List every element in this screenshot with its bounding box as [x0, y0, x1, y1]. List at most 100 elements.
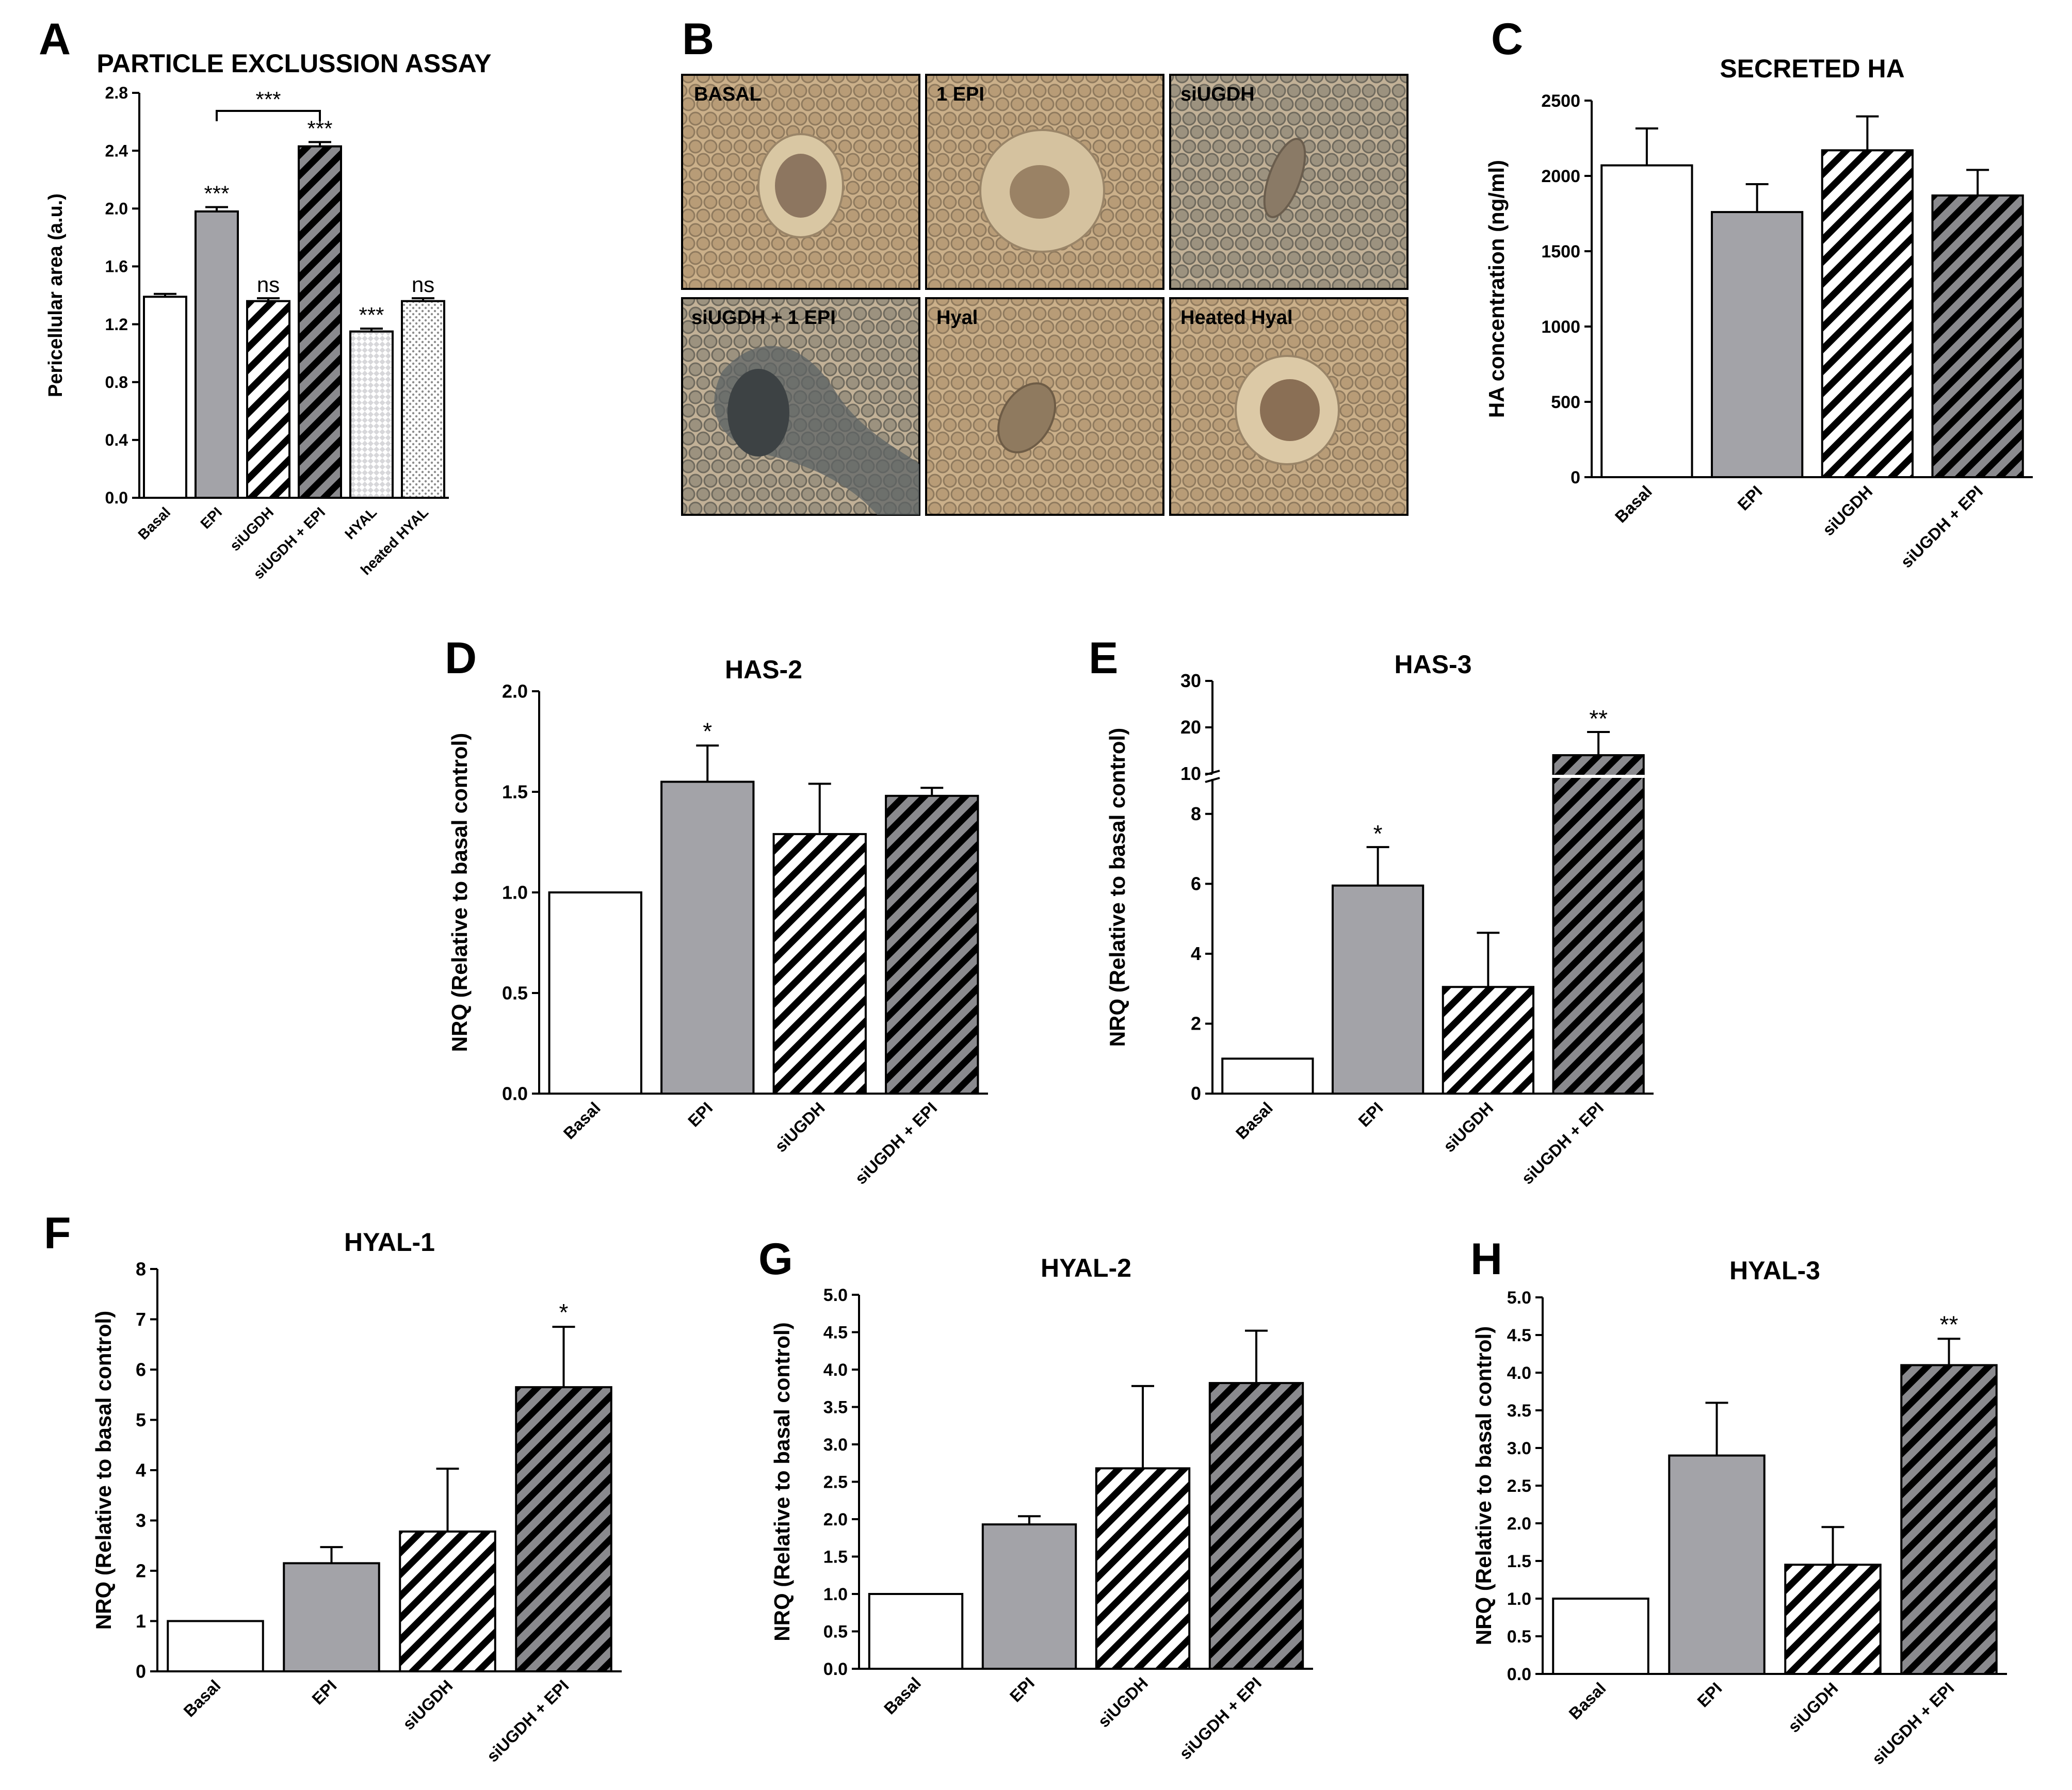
y-tick-label: 2.4 — [105, 141, 128, 160]
x-tick-label: EPI — [197, 504, 225, 532]
y-tick-label: 1 — [136, 1610, 146, 1632]
y-tick-label: 3.5 — [1507, 1401, 1531, 1421]
y-tick-label: 5 — [136, 1409, 146, 1430]
bar — [1710, 211, 1804, 478]
y-tick-label: 4.0 — [1507, 1363, 1531, 1383]
chart-has2: HAS-2 NRQ (Relative to basal control) 0.0 0… — [447, 655, 988, 1188]
bar — [298, 145, 342, 499]
y-tick-label: 1.5 — [502, 782, 528, 803]
chart-particle-exclusion: PARTICLE EXCLUSSION ASSAY Pericellular ar… — [45, 49, 491, 582]
significance-label: ** — [1589, 705, 1608, 732]
bar — [195, 210, 239, 499]
y-tick-label: 0 — [136, 1661, 146, 1682]
y-tick-label: 1.2 — [105, 315, 128, 334]
y-tick-label: 0.8 — [105, 373, 128, 392]
micrograph-basal: BASAL — [681, 74, 920, 290]
micrograph-heated-hyal: Heated Hyal — [1169, 297, 1409, 516]
x-tick-label: siUGDH — [1094, 1673, 1152, 1731]
bar — [1784, 1564, 1882, 1675]
micrograph-label: siUGDH + 1 EPI — [691, 307, 836, 329]
significance-label: *** — [359, 303, 384, 327]
x-tick-label: HYAL — [342, 504, 380, 542]
y-tick-label: 6 — [136, 1359, 146, 1380]
x-tick-label: EPI — [309, 1676, 341, 1708]
y-tick-label: 5.0 — [823, 1285, 848, 1305]
chart-title: HYAL-3 — [1729, 1256, 1820, 1285]
bar-break-gap — [1552, 775, 1645, 778]
panel-letter-c: C — [1491, 14, 1523, 64]
y-tick-label: 2.5 — [823, 1472, 848, 1492]
x-tick-label: siUGDH — [1785, 1679, 1842, 1736]
bar — [772, 833, 867, 1095]
x-tick-label: EPI — [1006, 1673, 1038, 1705]
y-axis-label: NRQ (Relative to basal control) — [1105, 728, 1129, 1047]
y-tick-label: 1.5 — [823, 1547, 848, 1567]
micrograph-1-epi: 1 EPI — [925, 74, 1164, 290]
y-tick-label: 10 — [1180, 763, 1201, 784]
y-tick-label: 1.0 — [823, 1585, 848, 1604]
chart-title: HAS-2 — [725, 655, 802, 684]
y-tick-label: 5.0 — [1507, 1288, 1531, 1308]
x-tick-label: Basal — [180, 1676, 224, 1720]
y-axis-label: HA concentration (ng/ml) — [1484, 160, 1509, 418]
x-tick-label: siUGDH + EPI — [1868, 1679, 1957, 1768]
panel-letter-a: A — [39, 14, 71, 64]
significance-label: *** — [204, 181, 229, 205]
bar — [868, 1593, 964, 1670]
y-tick-label: 2 — [136, 1560, 146, 1582]
x-tick-label: EPI — [1734, 482, 1766, 514]
y-tick-label: 0.5 — [823, 1622, 848, 1641]
micrograph-siugdh: siUGDH — [1169, 74, 1409, 290]
y-tick-label: 4.5 — [1507, 1326, 1531, 1345]
y-tick-label: 4.0 — [823, 1360, 848, 1380]
y-axis-label: Pericellular area (a.u.) — [45, 193, 67, 397]
bar — [1600, 164, 1693, 478]
y-tick-label: 2.0 — [502, 681, 528, 702]
bar — [246, 300, 290, 499]
chart-hyal3: HYAL-3 NRQ (Relative to basal control) 0.0… — [1471, 1256, 2007, 1768]
micrograph-hyal: Hyal — [925, 297, 1164, 516]
bar — [401, 300, 445, 499]
bar — [349, 330, 394, 499]
bar — [167, 1620, 264, 1672]
y-tick-label: 1000 — [1541, 317, 1580, 337]
chart-title: PARTICLE EXCLUSSION ASSAY — [97, 49, 492, 78]
y-tick-label: 2.0 — [823, 1510, 848, 1529]
chart-title: HAS-3 — [1394, 650, 1471, 679]
y-tick-label: 0 — [1571, 468, 1580, 487]
y-tick-label: 8 — [1191, 803, 1201, 824]
y-axis-label: NRQ (Relative to basal control) — [770, 1322, 794, 1641]
y-tick-label: 2.0 — [1507, 1514, 1531, 1534]
y-tick-label: 0.0 — [823, 1659, 848, 1679]
x-tick-label: siUGDH + EPI — [483, 1676, 572, 1765]
x-tick-label: Basal — [1611, 482, 1656, 526]
x-tick-label: siUGDH + EPI — [851, 1098, 941, 1187]
y-axis-label: NRQ (Relative to basal control) — [91, 1311, 116, 1630]
micrograph-label: BASAL — [694, 84, 762, 105]
y-tick-label: 0.5 — [1507, 1627, 1531, 1647]
micrograph-label: siUGDH — [1180, 84, 1255, 105]
x-tick-label: siUGDH + EPI — [1897, 482, 1986, 571]
bar — [283, 1562, 380, 1672]
bar — [143, 296, 187, 499]
micrograph-siugdh-1-epi: siUGDH + 1 EPI — [681, 297, 920, 516]
y-tick-label: 30 — [1180, 670, 1201, 691]
bar — [1931, 194, 2024, 478]
chart-hyal1: HYAL-1 NRQ (Relative to basal control) 0 1 2… — [91, 1228, 622, 1766]
significance-bracket — [216, 110, 321, 121]
y-tick-label: 4.5 — [823, 1323, 848, 1342]
y-tick-label: 1.0 — [1507, 1589, 1531, 1609]
micrograph-label: Heated Hyal — [1180, 307, 1293, 329]
significance-label: *** — [255, 87, 281, 111]
bar — [1821, 149, 1914, 478]
x-tick-label: Basal — [1565, 1679, 1610, 1723]
x-tick-label: Basal — [135, 504, 173, 543]
y-tick-label: 8 — [136, 1259, 146, 1280]
y-tick-label: 2.5 — [1507, 1476, 1531, 1496]
bar — [399, 1530, 496, 1672]
x-tick-label: siUGDH — [1439, 1098, 1497, 1156]
y-tick-label: 2500 — [1541, 91, 1580, 111]
x-tick-label: siUGDH + EPI — [1176, 1673, 1265, 1763]
y-tick-label: 0.4 — [105, 431, 128, 449]
axis-break-mark — [1205, 777, 1220, 783]
